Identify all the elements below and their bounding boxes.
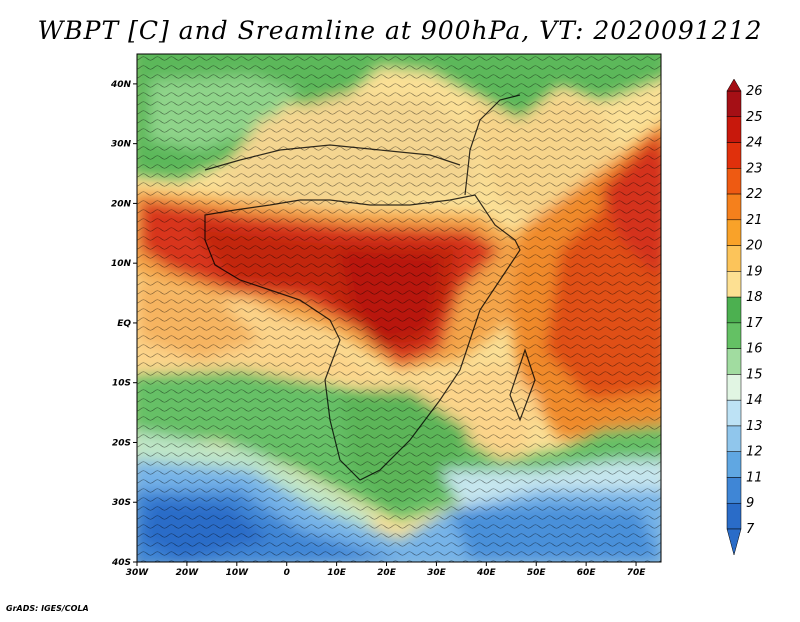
lon-tick-label: 70E (627, 568, 647, 578)
chart-title: WBPT [C] and Sreamline at 900hPa, VT: 20… (37, 16, 763, 45)
colorbar-box (726, 502, 742, 530)
lat-tick-label: 20S (112, 438, 131, 448)
lat-tick-label: 10S (112, 379, 131, 389)
colorbar-box (726, 271, 742, 298)
colorbar-label: 24 (746, 136, 763, 151)
lon-axis: 30W 20W 10W 0 10E 20E 30E 40E 50E 60E 70E (126, 562, 646, 578)
colorbar-label: 7 (746, 522, 755, 537)
grads-credit: GrADS: IGES/COLA (6, 604, 89, 613)
lat-tick-label: 30S (112, 498, 131, 508)
lon-tick-label: 30E (427, 568, 447, 578)
wbpt-field (137, 54, 661, 562)
colorbar-label: 23 (746, 161, 763, 176)
lon-tick-label: 10W (226, 568, 250, 578)
lon-tick-label: 0 (284, 568, 290, 578)
colorbar-label: 14 (746, 393, 763, 408)
colorbar: 26 25 24 23 22 21 20 19 18 17 16 15 14 13 12 11 9 7 (726, 78, 763, 556)
colorbar-box (726, 477, 742, 504)
colorbar-box (726, 90, 742, 118)
colorbar-label: 20 (746, 239, 763, 254)
colorbar-label: 19 (746, 264, 763, 279)
colorbar-box (726, 374, 742, 401)
colorbar-label: 12 (746, 445, 763, 460)
lon-tick-label: 50E (527, 568, 547, 578)
colorbar-label: 18 (746, 290, 763, 305)
lon-tick-label: 60E (577, 568, 597, 578)
colorbar-label: 13 (746, 419, 763, 434)
colorbar-box (726, 193, 742, 221)
lat-tick-label: 40S (111, 558, 131, 568)
lon-tick-label: 20W (176, 568, 200, 578)
colorbar-min-arrow (726, 528, 742, 556)
coastlines (204, 94, 536, 481)
colorbar-label: 11 (746, 470, 763, 485)
colorbar-label: 15 (746, 367, 763, 382)
lon-tick-label: 30W (126, 568, 150, 578)
colorbar-box (726, 399, 742, 427)
colorbar-box (726, 219, 742, 246)
colorbar-box (726, 348, 742, 375)
lat-tick-label: 20N (111, 199, 132, 209)
map-frame (136, 53, 662, 563)
colorbar-box (726, 451, 742, 478)
lat-axis: 40N 30N 20N 10N EQ 10S 20S 30S 40S (110, 80, 137, 568)
lat-tick-label: 30N (111, 140, 132, 150)
lon-tick-label: 40E (476, 568, 497, 578)
colorbar-box (726, 142, 742, 169)
colorbar-box (726, 245, 742, 272)
colorbar-label: 21 (746, 213, 763, 228)
lon-tick-label: 20E (377, 568, 397, 578)
colorbar-box (726, 322, 742, 349)
colorbar-max-arrow (726, 78, 742, 92)
lat-tick-label: 10N (111, 259, 132, 269)
colorbar-label: 25 (746, 110, 763, 125)
colorbar-box (726, 168, 742, 195)
colorbar-box (726, 425, 742, 452)
colorbar-label: 9 (746, 496, 754, 511)
lat-tick-label: 40N (110, 80, 132, 90)
colorbar-label: 26 (746, 84, 763, 99)
colorbar-box (726, 116, 742, 143)
colorbar-label: 17 (746, 316, 763, 331)
colorbar-box (726, 296, 742, 324)
lat-tick-label: EQ (117, 319, 131, 329)
colorbar-label: 16 (746, 342, 763, 357)
colorbar-label: 22 (746, 187, 763, 202)
lon-tick-label: 10E (327, 568, 347, 578)
